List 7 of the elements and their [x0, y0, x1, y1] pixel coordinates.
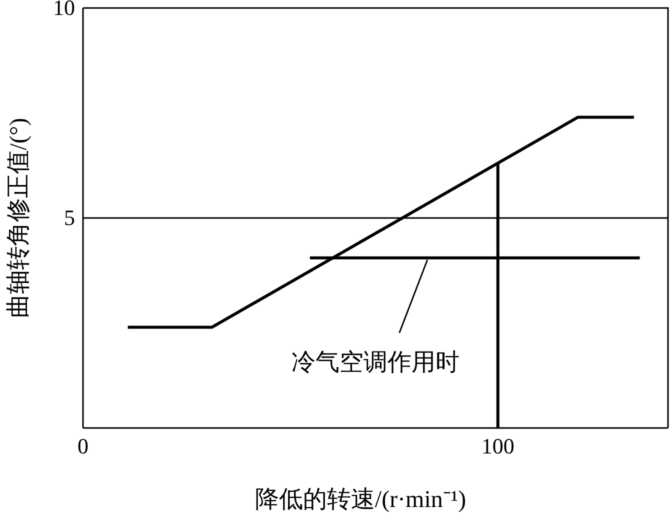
annotation: 冷气空调作用时 — [291, 348, 460, 376]
x-tick-label: 0 — [78, 434, 88, 459]
y-axis-title: 曲轴转角修正值/(°) — [6, 118, 32, 318]
x-axis-title: 降低的转速/(r·min⁻¹) — [254, 487, 466, 513]
x-tick-label: 100 — [481, 434, 514, 459]
y-tick-label: 5 — [64, 205, 75, 230]
y-tick-label: 10 — [53, 0, 75, 20]
